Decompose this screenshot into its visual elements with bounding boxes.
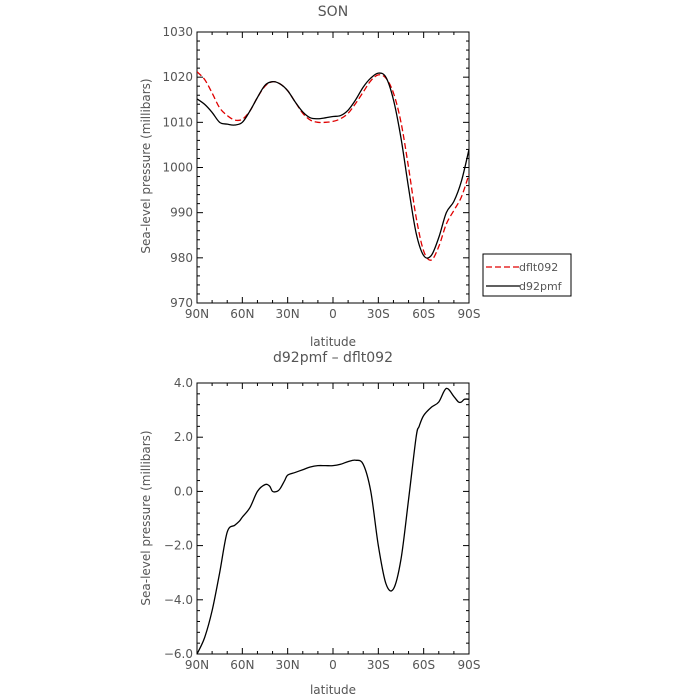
x-tick-label: 60N (230, 658, 254, 672)
y-tick-label: 970 (170, 296, 193, 310)
x-tick-label: 30S (367, 658, 390, 672)
x-tick-label: 60N (230, 307, 254, 321)
legend: dflt092 d92pmf (482, 253, 572, 297)
y-tick-label: 980 (170, 251, 193, 265)
y-tick-label: −2.0 (164, 539, 193, 553)
y-tick-label: 1000 (162, 161, 193, 175)
legend-label-dflt092: dflt092 (519, 261, 558, 274)
legend-label-d92pmf: d92pmf (519, 280, 563, 293)
x-tick-label: 60S (412, 307, 435, 321)
legend-box (482, 253, 572, 297)
plot-frame (196, 382, 470, 655)
y-tick-label: 0.0 (174, 484, 193, 498)
y-tick-label: −6.0 (164, 647, 193, 661)
y-tick-label: 990 (170, 206, 193, 220)
pressure-difference-chart: d92pmf – dflt092 −6.0 −4.0 −2.0 0.0 2.0 4.0 90… (139, 350, 480, 697)
x-tick-label: 30S (367, 307, 390, 321)
x-tick-label: 0 (329, 658, 337, 672)
y-tick-label: 1020 (162, 70, 193, 84)
y-tick-label: 2.0 (174, 430, 193, 444)
y-tick-label: −4.0 (164, 593, 193, 607)
x-tick-label: 90N (185, 658, 209, 672)
x-tick-label: 90S (458, 658, 481, 672)
y-tick-label: 4.0 (174, 376, 193, 390)
x-axis-label: latitude (310, 335, 356, 349)
x-tick-label: 90S (458, 307, 481, 321)
series-line-series-0 (197, 387, 469, 654)
chart-title: d92pmf – dflt092 (273, 350, 393, 366)
x-tick-label: 30N (276, 658, 300, 672)
plot-frame (196, 31, 470, 304)
y-tick-label: 1010 (162, 115, 193, 129)
series-line-d92pmf (197, 72, 469, 259)
plot-area: 970 980 990 1000 1010 1020 1030 90N 60N 30N 0 30S 60… (162, 25, 480, 321)
x-tick-label: 90N (185, 307, 209, 321)
y-tick-label: 1030 (162, 25, 193, 39)
plot-area: −6.0 −4.0 −2.0 0.0 2.0 4.0 90N 60N 30N 0 30S 60S 90S (164, 376, 481, 672)
chart-title: SON (318, 4, 348, 20)
y-axis-label: Sea-level pressure (millibars) (139, 430, 153, 605)
x-tick-label: 0 (329, 307, 337, 321)
y-axis-label: Sea-level pressure (millibars) (139, 78, 153, 253)
x-tick-label: 30N (276, 307, 300, 321)
sea-level-pressure-chart: SON 970 980 990 1000 1010 1020 1030 90N 60N 30N 0 3… (139, 4, 572, 349)
x-axis-label: latitude (310, 683, 356, 697)
x-tick-label: 60S (412, 658, 435, 672)
series-line-dflt092 (197, 71, 469, 261)
